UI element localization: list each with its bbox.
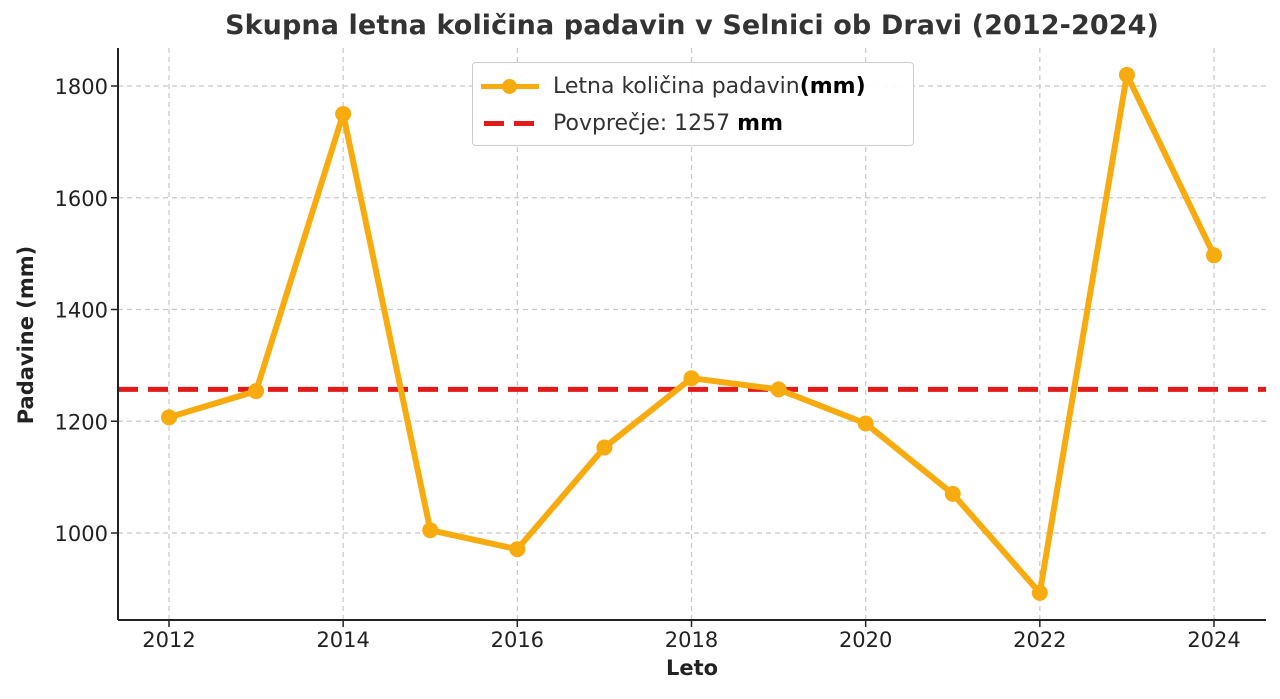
y-axis-label: Padavine (mm) bbox=[14, 245, 38, 425]
data-point bbox=[1118, 66, 1135, 83]
data-point bbox=[770, 381, 787, 398]
y-tick-label: 1600 bbox=[55, 187, 108, 211]
data-point bbox=[1206, 247, 1222, 264]
y-tick-label: 1400 bbox=[55, 299, 108, 323]
chart-title: Skupna letna količina padavin v Selnici … bbox=[225, 10, 1159, 41]
data-point bbox=[335, 105, 352, 122]
data-point bbox=[857, 415, 874, 432]
x-tick-label: 2024 bbox=[1187, 628, 1240, 652]
line-marker-icon bbox=[481, 76, 539, 96]
y-tick-label: 1800 bbox=[55, 75, 108, 99]
x-tick-label: 2022 bbox=[1013, 628, 1066, 652]
x-tick-label: 2020 bbox=[839, 628, 892, 652]
legend-series-label: Letna količina padavin bbox=[553, 73, 800, 99]
legend: Letna količina padavin(mm) Povprečje: 12… bbox=[472, 62, 914, 146]
data-point bbox=[422, 522, 439, 539]
data-line bbox=[168, 71, 1217, 596]
x-tick-label: 2014 bbox=[316, 628, 369, 652]
x-axis-label: Leto bbox=[665, 656, 719, 680]
data-point bbox=[1031, 584, 1048, 601]
x-tick-label: 2012 bbox=[142, 628, 195, 652]
legend-series-unit: (mm) bbox=[799, 73, 866, 99]
data-point bbox=[509, 541, 526, 558]
data-point bbox=[683, 370, 700, 387]
legend-item-series: Letna količina padavin(mm) bbox=[473, 68, 866, 104]
dashed-line-icon bbox=[481, 113, 539, 133]
y-tick-label: 1200 bbox=[55, 410, 108, 434]
x-tick-label: 2018 bbox=[665, 628, 718, 652]
data-point bbox=[596, 439, 613, 456]
x-tick-label: 2016 bbox=[491, 628, 544, 652]
y-tick-label: 1000 bbox=[55, 522, 108, 546]
data-point bbox=[248, 383, 265, 400]
legend-average-label: Povprečje: 1257 bbox=[553, 110, 731, 136]
data-point bbox=[161, 409, 177, 426]
data-point bbox=[944, 485, 961, 502]
legend-item-average: Povprečje: 1257 mm bbox=[473, 105, 783, 141]
legend-average-unit: mm bbox=[737, 110, 784, 136]
